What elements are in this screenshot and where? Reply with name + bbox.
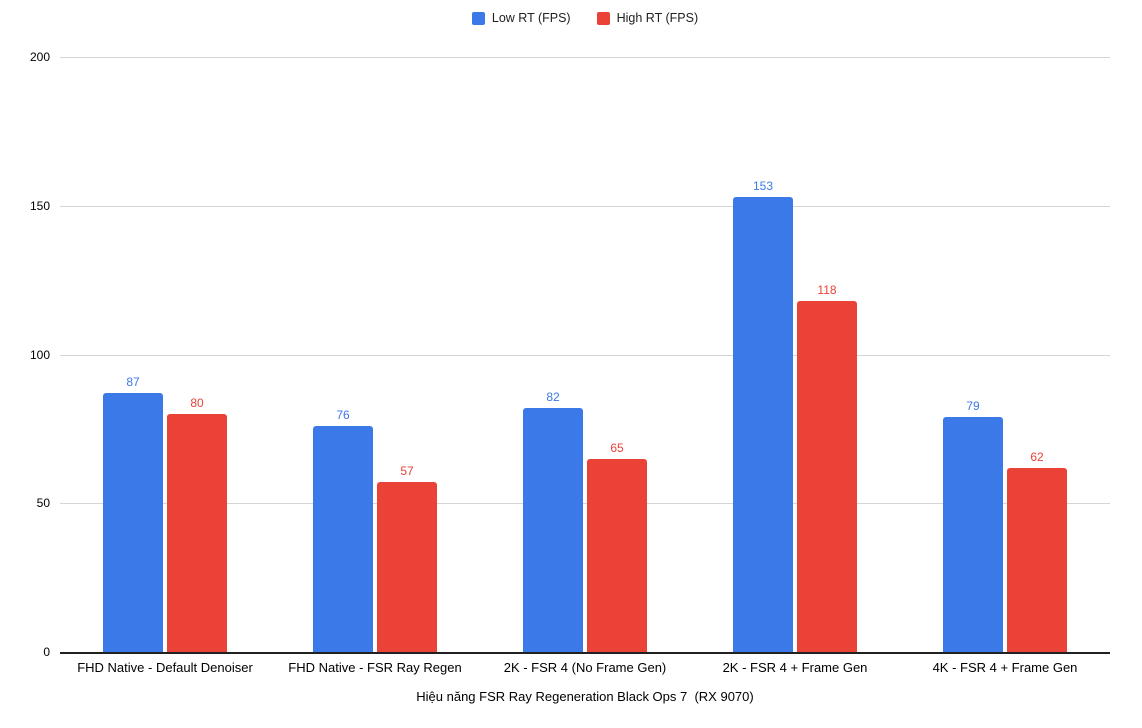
bar-value-label: 62: [1030, 450, 1044, 464]
bar-pair: 76 57: [313, 409, 437, 652]
bar-value-label: 118: [817, 283, 837, 297]
bar-group-2k-fsr-4-no-frame-gen: 82 65: [480, 57, 690, 652]
bar-group-fhd-native-default-denoiser: 87 80: [60, 57, 270, 652]
bar-pair: 153 118: [733, 180, 857, 652]
bar-high-rt-fps[interactable]: [167, 414, 227, 652]
bar-column: 153: [733, 180, 793, 652]
bar-column: 80: [167, 397, 227, 652]
bar-high-rt-fps[interactable]: [797, 301, 857, 652]
bar-pair: 87 80: [103, 376, 227, 652]
bar-value-label: 76: [336, 408, 350, 422]
bar-column: 82: [523, 391, 583, 652]
bar-column: 118: [797, 284, 857, 652]
y-tick-label-200: 200: [29, 50, 50, 64]
chart-title: Hiệu năng FSR Ray Regeneration Black Ops…: [416, 689, 754, 704]
bar-column: 65: [587, 442, 647, 652]
y-tick-label-0: 0: [43, 645, 50, 659]
gridline-150: [60, 205, 1110, 207]
bar-pair: 82 65: [523, 391, 647, 652]
bar-low-rt-fps[interactable]: [103, 393, 163, 652]
legend-item-low-rt-fps[interactable]: Low RT (FPS): [471, 11, 571, 25]
bar-value-label: 65: [610, 441, 624, 455]
x-axis-labels: FHD Native - Default Denoiser FHD Native …: [60, 660, 1110, 675]
bar-column: 76: [313, 409, 373, 652]
bar-value-label: 57: [400, 464, 414, 478]
bar-high-rt-fps[interactable]: [587, 459, 647, 652]
gridline-50: [60, 503, 1110, 505]
bar-low-rt-fps[interactable]: [523, 408, 583, 652]
bar-low-rt-fps[interactable]: [943, 417, 1003, 652]
bar-column: 79: [943, 400, 1003, 652]
bar-groups: 87 80 76 57 82 65 153 118 79 62: [60, 57, 1110, 652]
x-axis-label: FHD Native - FSR Ray Regen: [288, 660, 462, 675]
x-axis-label: FHD Native - Default Denoiser: [77, 660, 253, 675]
gridline-100: [60, 354, 1110, 356]
bar-pair: 79 62: [943, 400, 1067, 652]
bar-group-2k-fsr-4-frame-gen: 153 118: [690, 57, 900, 652]
bar-value-label: 80: [190, 396, 204, 410]
legend-label: High RT (FPS): [616, 11, 699, 25]
bar-column: 57: [377, 465, 437, 652]
legend-swatch-icon: [471, 11, 485, 25]
y-tick-label-150: 150: [29, 198, 50, 213]
bar-low-rt-fps[interactable]: [733, 197, 793, 652]
bar-value-label: 153: [752, 179, 774, 193]
x-axis-label: 2K - FSR 4 + Frame Gen: [722, 660, 868, 675]
bar-group-4k-fsr-4-frame-gen: 79 62: [900, 57, 1110, 652]
legend-item-high-rt-fps[interactable]: High RT (FPS): [596, 11, 699, 25]
bar-value-label: 87: [126, 375, 140, 389]
bar-value-label: 79: [966, 399, 980, 413]
plot-area: 0 50 100 150 200 87 80 76 57 82 65 153 118 79 62: [30, 51, 1110, 658]
gridline-200: [60, 57, 1110, 58]
chart-legend: Low RT (FPS) High RT (FPS): [60, 11, 1110, 25]
bar-high-rt-fps[interactable]: [377, 482, 437, 652]
bar-column: 62: [1007, 451, 1067, 652]
x-axis-label: 2K - FSR 4 (No Frame Gen): [503, 660, 667, 675]
bar-group-fhd-native-fsr-ray-regen: 76 57: [270, 57, 480, 652]
bar-column: 87: [103, 376, 163, 652]
legend-swatch-icon: [596, 11, 610, 25]
bar-value-label: 82: [546, 390, 560, 404]
bar-low-rt-fps[interactable]: [313, 426, 373, 652]
y-tick-label-100: 100: [29, 347, 50, 362]
legend-label: Low RT (FPS): [491, 11, 571, 25]
bar-high-rt-fps[interactable]: [1007, 468, 1067, 652]
x-axis-label: 4K - FSR 4 + Frame Gen: [932, 660, 1078, 675]
y-tick-label-50: 50: [36, 496, 50, 511]
